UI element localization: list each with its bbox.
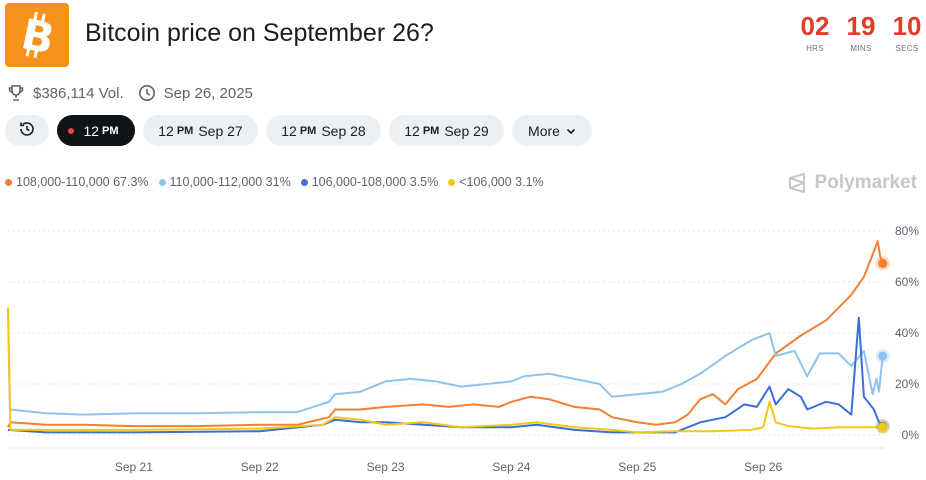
more-label: More (528, 122, 560, 139)
countdown-seconds-unit: SECS (895, 44, 919, 53)
legend-label: 106,000-108,000 3.5% (311, 175, 439, 189)
clock-icon (138, 84, 156, 102)
x-tick-label: Sep 26 (744, 460, 782, 474)
tab-time: 12 (404, 122, 420, 139)
series-line-0 (7, 240, 884, 428)
series-line-3 (7, 307, 883, 434)
series-line-2 (7, 316, 884, 434)
volume-text: $386,114 Vol. (33, 84, 124, 102)
tab-ampm: PM (422, 124, 440, 137)
end-date-text: Sep 26, 2025 (163, 84, 253, 102)
bitcoin-logo: B (5, 3, 69, 67)
series-endpoint-0 (878, 258, 888, 268)
tab-time: 12 (281, 122, 297, 139)
legend-swatch (158, 178, 166, 186)
tab-sep-27[interactable]: 12 PM Sep 27 (143, 115, 258, 146)
date-tabs: 12 PM 12 PM Sep 27 12 PM Sep 28 12 PM Se… (5, 115, 592, 146)
tab-12pm-today[interactable]: 12 PM (57, 115, 135, 146)
tab-date: Sep 27 (198, 122, 243, 139)
page-title: Bitcoin price on September 26? (85, 19, 434, 47)
legend-item: 106,000-108,000 3.5% (300, 175, 439, 189)
countdown-minutes-unit: MINS (850, 44, 872, 53)
svg-text:B: B (17, 9, 59, 64)
x-tick-label: Sep 21 (115, 460, 153, 474)
legend-swatch (448, 178, 456, 186)
legend-label: <106,000 3.1% (459, 175, 544, 189)
tab-ampm: PM (102, 124, 119, 137)
price-chart: 0% 20% 40% 60% 80% Sep 21 Sep 22 Sep 23 Sep 24 Se… (7, 224, 920, 474)
countdown-minutes-value: 19 (846, 11, 876, 41)
countdown-hours-unit: HRS (806, 44, 824, 53)
y-tick-label: 20% (895, 377, 919, 391)
legend-item: 110,000-112,000 31% (158, 175, 291, 189)
history-icon (18, 120, 36, 141)
tab-date: Sep 28 (321, 122, 366, 139)
chart-legend: 108,000-110,000 67.3% 110,000-112,000 31… (5, 175, 544, 189)
y-tick-label: 60% (895, 275, 919, 289)
series-endpoint-3 (878, 422, 888, 432)
legend-item: <106,000 3.1% (448, 175, 544, 189)
tab-time: 12 (83, 122, 100, 139)
market-meta: $386,114 Vol. Sep 26, 2025 (7, 84, 253, 102)
y-tick-label: 80% (895, 224, 919, 238)
legend-item: 108,000-110,000 67.3% (5, 175, 149, 189)
tab-ampm: PM (299, 124, 317, 137)
polymarket-logo: Polymarket (787, 172, 917, 194)
y-tick-label: 40% (895, 326, 919, 340)
legend-swatch (300, 178, 308, 186)
x-tick-label: Sep 23 (367, 460, 405, 474)
countdown-seconds: 10 SECS (882, 12, 926, 53)
x-tick-label: Sep 22 (241, 460, 279, 474)
brand-name: Polymarket (814, 172, 917, 193)
tab-date: Sep 29 (444, 122, 489, 139)
countdown-minutes: 19 MINS (836, 12, 886, 53)
legend-swatch (5, 178, 12, 186)
trophy-icon (7, 84, 25, 102)
legend-label: 110,000-112,000 31% (169, 175, 291, 189)
x-tick-label: Sep 24 (492, 460, 530, 474)
legend-label: 108,000-110,000 67.3% (16, 175, 149, 189)
chevron-down-icon (566, 123, 576, 139)
countdown-seconds-value: 10 (892, 11, 922, 41)
more-button[interactable]: More (512, 115, 592, 146)
y-tick-label: 0% (902, 428, 920, 442)
countdown-hours: 02 HRS (790, 12, 840, 53)
tab-time: 12 (158, 122, 174, 139)
tab-ampm: PM (176, 124, 194, 137)
tab-sep-29[interactable]: 12 PM Sep 29 (389, 115, 504, 146)
series-endpoint-1 (878, 351, 888, 361)
countdown-hours-value: 02 (800, 11, 830, 41)
live-dot (68, 127, 75, 134)
tab-sep-28[interactable]: 12 PM Sep 28 (266, 115, 381, 146)
series-line-1 (7, 307, 884, 416)
x-tick-label: Sep 25 (618, 460, 656, 474)
history-button[interactable] (5, 115, 49, 146)
